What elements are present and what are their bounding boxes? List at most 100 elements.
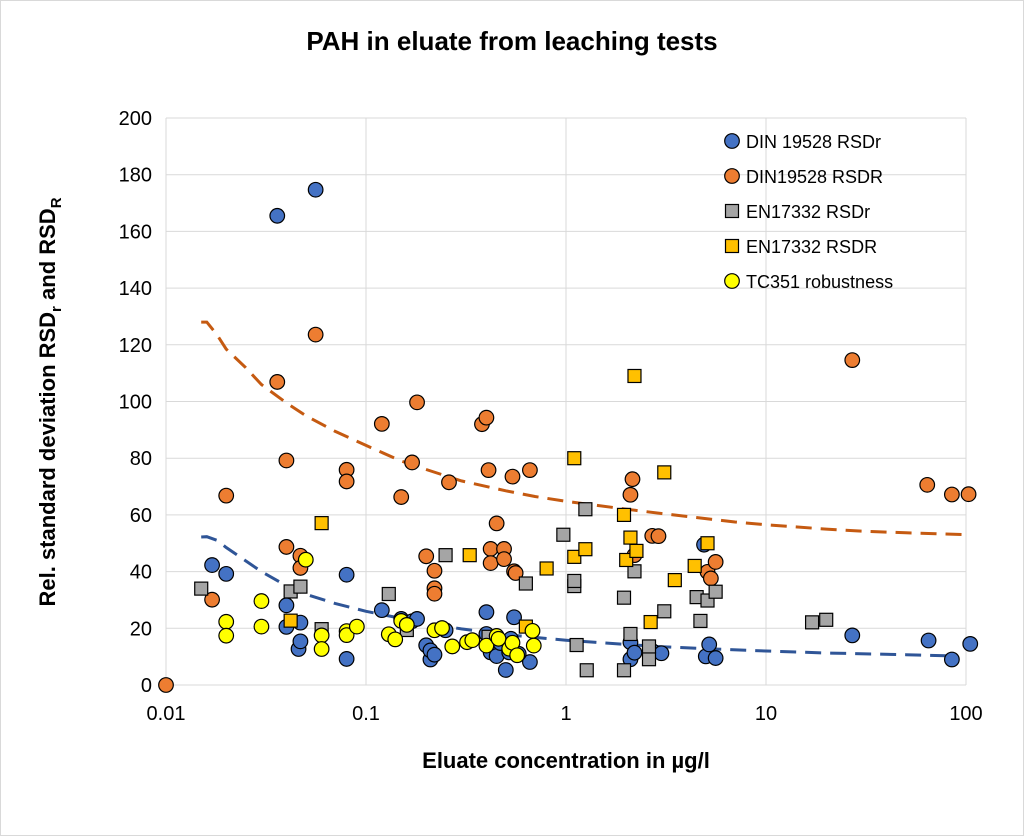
data-point xyxy=(387,631,404,648)
data-point xyxy=(307,326,324,343)
legend-marker xyxy=(724,203,740,219)
tick-labels: 0 20 40 60 80 100 120 140 160 180 200 0.01 0.1 1 10 100 xyxy=(119,108,983,725)
x-tick-label: 0.01 xyxy=(147,703,186,725)
data-point xyxy=(496,551,512,568)
chart-title: PAH in eluate from leaching tests xyxy=(306,26,717,56)
data-point xyxy=(373,415,390,432)
y-tick-label: 100 xyxy=(119,392,152,414)
data-point xyxy=(426,585,443,602)
data-point xyxy=(398,616,415,633)
legend-marker xyxy=(724,168,740,184)
data-point xyxy=(920,632,937,649)
data-point xyxy=(569,637,584,653)
data-point xyxy=(962,635,979,652)
data-point xyxy=(381,586,396,602)
data-point xyxy=(667,573,682,588)
data-point xyxy=(444,638,461,655)
data-point xyxy=(623,626,638,642)
data-point xyxy=(478,409,495,426)
y-tick-label: 180 xyxy=(119,165,152,187)
data-point xyxy=(567,573,582,589)
data-point xyxy=(438,548,453,563)
legend-label: TC351 robustness xyxy=(746,272,893,292)
data-point xyxy=(338,473,355,490)
data-point xyxy=(567,451,582,466)
trend-lines xyxy=(201,320,967,658)
data-point xyxy=(478,637,495,654)
data-point xyxy=(567,549,582,564)
data-point xyxy=(657,604,672,619)
data-point xyxy=(960,486,977,503)
data-point xyxy=(650,528,667,545)
y-tick-label: 160 xyxy=(119,221,152,243)
data-point xyxy=(218,487,235,504)
x-axis-title: Eluate concentration in µg/l xyxy=(422,748,710,773)
data-point xyxy=(556,527,571,542)
data-point xyxy=(462,548,477,563)
data-point xyxy=(504,468,521,485)
x-tick-label: 1 xyxy=(560,703,571,725)
data-point xyxy=(253,593,270,609)
data-point xyxy=(338,627,355,644)
y-tick-label: 20 xyxy=(130,618,152,640)
data-point xyxy=(627,368,642,384)
data-point xyxy=(313,641,330,657)
data-point xyxy=(616,590,632,605)
data-point xyxy=(657,465,672,480)
data-point xyxy=(616,507,632,522)
y-tick-label: 80 xyxy=(130,448,152,470)
data-point xyxy=(418,548,435,565)
data-point xyxy=(844,627,861,644)
y-tick-label: 0 xyxy=(141,675,152,697)
data-point xyxy=(629,543,644,559)
data-point xyxy=(919,476,936,493)
data-point xyxy=(518,576,533,591)
data-point xyxy=(522,654,538,670)
data-point xyxy=(283,613,298,628)
data-point xyxy=(253,618,270,635)
data-point xyxy=(687,558,702,574)
data-point xyxy=(269,374,286,390)
data-point xyxy=(497,662,514,678)
data-point xyxy=(204,557,220,573)
data-point xyxy=(626,644,643,661)
data-point xyxy=(426,562,443,579)
data-point xyxy=(579,663,594,678)
data-point xyxy=(478,604,495,621)
data-point xyxy=(314,516,329,531)
data-point xyxy=(338,651,355,667)
data-point xyxy=(373,602,390,619)
data-point xyxy=(643,614,658,630)
legend-marker xyxy=(724,238,740,254)
data-point xyxy=(641,639,657,654)
data-point xyxy=(844,352,861,369)
data-point xyxy=(293,579,308,594)
data-point xyxy=(506,609,522,626)
data-point xyxy=(578,542,593,557)
data-point xyxy=(292,633,309,650)
data-point xyxy=(653,645,670,662)
data-point xyxy=(434,620,450,636)
legend-label: EN17332 RSDR xyxy=(746,237,877,257)
legend: DIN 19528 RSDr DIN19528 RSDR EN17332 RSDr E… xyxy=(724,132,893,292)
data-point xyxy=(409,394,425,411)
y-tick-label: 200 xyxy=(119,108,152,130)
y-axis-title: Rel. standard deviation RSDr and RSDR xyxy=(35,197,65,606)
data-point xyxy=(204,591,220,608)
data-point xyxy=(158,677,174,693)
data-point xyxy=(464,632,481,649)
data-point xyxy=(943,651,960,668)
data-point xyxy=(269,207,286,224)
trend-line xyxy=(201,320,967,537)
data-point xyxy=(313,627,330,644)
data-point xyxy=(943,486,960,503)
data-point xyxy=(700,536,715,551)
data-point xyxy=(522,462,538,479)
data-point xyxy=(623,530,638,545)
data-point xyxy=(297,551,314,568)
y-tick-label: 140 xyxy=(119,278,152,300)
data-point xyxy=(701,636,718,653)
data-point xyxy=(482,555,499,571)
